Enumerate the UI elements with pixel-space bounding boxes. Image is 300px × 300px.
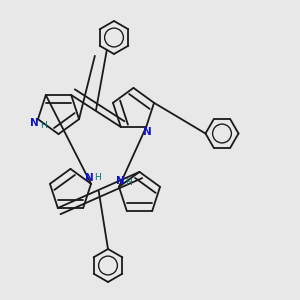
Text: H: H	[125, 178, 132, 187]
Text: N: N	[116, 176, 125, 186]
Text: N: N	[85, 173, 94, 183]
Text: H: H	[94, 173, 101, 182]
Text: H: H	[40, 121, 47, 130]
Text: N: N	[30, 118, 38, 128]
Text: N: N	[143, 128, 152, 137]
